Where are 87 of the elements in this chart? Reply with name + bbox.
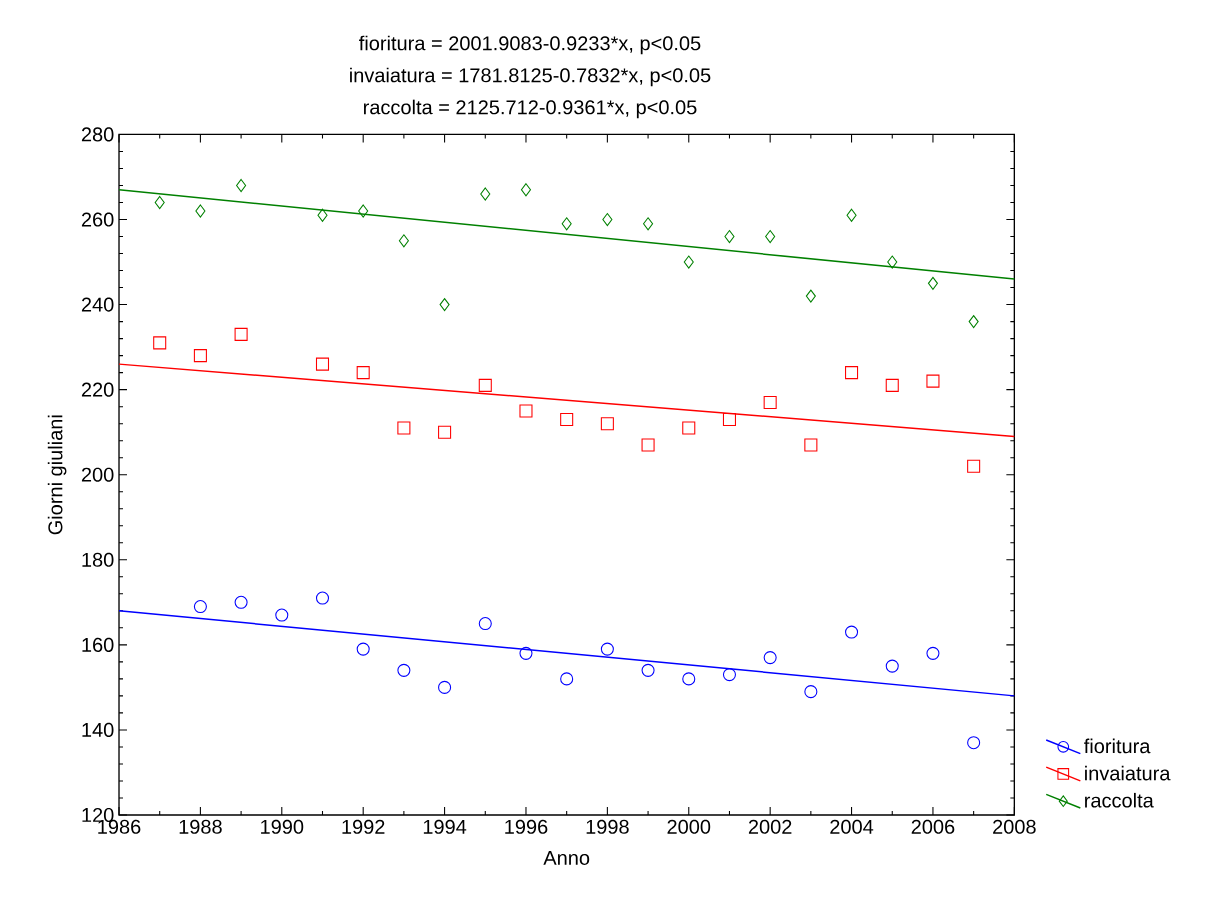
point [234,327,248,341]
x-tick-label: 2004 [830,819,874,834]
point [560,672,574,686]
point [398,234,409,248]
point [397,663,411,677]
y-tick-label: 260 [81,212,114,227]
text: raccolta = 2125.712-0.9361*x, p<0.05 [363,99,697,119]
point [845,625,859,639]
point [887,255,898,269]
point [193,349,207,363]
point [682,672,696,686]
point [600,642,614,656]
y-tick-label: 160 [82,637,114,652]
x-tick-label: 1988 [179,819,222,834]
y-tick-label: 200 [81,467,114,482]
point [439,298,450,312]
y-tick-label: 280 [81,127,114,142]
point [643,217,654,231]
point [154,195,165,210]
point [520,183,532,197]
text: invaiatura = 1781.8125-0.7832*x, p<0.05 [350,67,711,87]
point [602,212,613,227]
point [967,736,981,750]
point [804,685,818,699]
text: fioritura = 2001.9083-0.9233*x, p<0.05 [359,35,701,55]
point [193,600,207,614]
x-axis-title: Anno [543,851,590,865]
x-tick-label: 1996 [505,819,548,834]
x-tick-label: 2006 [911,819,955,834]
y-tick-label: 220 [81,382,114,397]
x-tick-label: 1992 [342,819,385,834]
point [397,421,411,435]
point [641,663,655,677]
point [153,336,167,350]
point [519,404,533,418]
x-tick-label: 1998 [586,819,629,834]
y-tick-label: 180 [82,552,114,567]
point [846,208,857,222]
point [927,276,938,290]
point [560,412,574,426]
point [805,289,816,303]
y-tick-label: 140 [82,722,114,737]
point [804,438,818,452]
point [724,229,735,244]
point [641,438,655,452]
point [683,255,694,269]
point [480,187,491,201]
point [926,646,940,660]
point [682,421,696,435]
point [845,366,859,380]
point [478,617,492,631]
point [317,208,328,222]
y-tick-label: 240 [81,297,114,312]
point [763,395,777,409]
point [885,659,899,673]
point [438,680,452,694]
point [967,459,981,473]
x-tick-label: 1990 [261,819,304,834]
point [315,357,330,371]
point [438,425,452,439]
point [926,374,940,388]
point [234,595,248,609]
x-tick-label: 2008 [993,819,1036,834]
point [356,366,370,380]
legend-label: invaiatura [1085,765,1171,781]
point [722,668,736,682]
point [765,229,776,244]
point [358,204,369,218]
x-tick-label: 2000 [667,819,711,834]
point [275,608,289,622]
point [600,417,614,431]
point [722,412,736,426]
point [478,378,492,392]
point [561,217,572,231]
point [968,315,979,329]
x-tick-label: 2002 [748,819,792,834]
y-axis-title: Giorni giuliani [47,415,67,535]
point [315,591,330,605]
legend-label: fioritura [1084,738,1151,754]
point [885,378,899,392]
point [236,178,247,193]
point [519,646,533,660]
legend-label: raccolta [1085,792,1154,808]
x-tick-label: 1994 [423,819,467,834]
point [763,651,777,665]
point [195,204,206,218]
point [356,642,370,656]
